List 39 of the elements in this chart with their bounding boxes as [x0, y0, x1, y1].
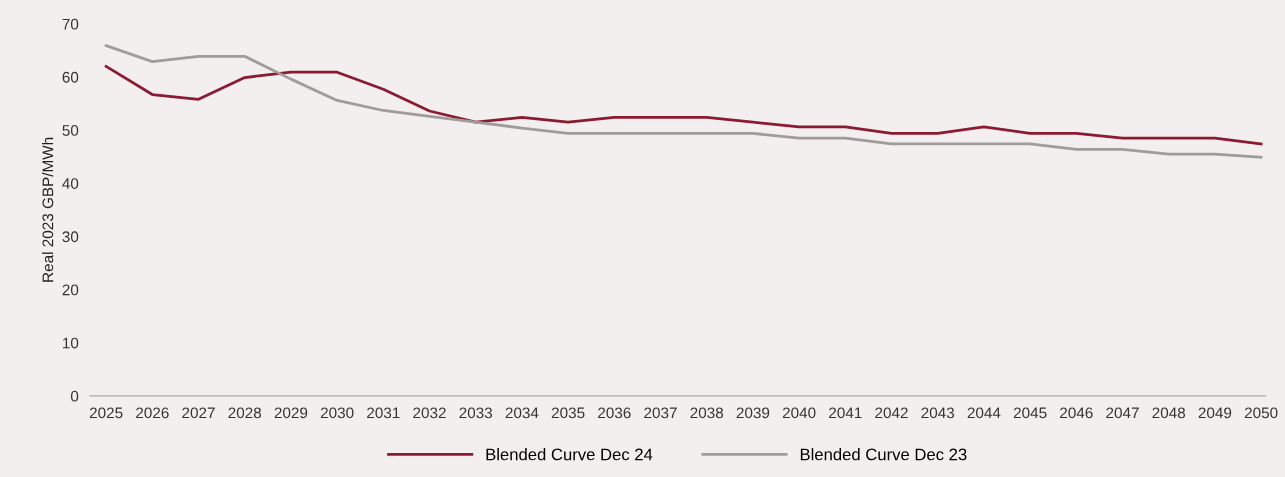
x-tick-label: 2047 [1106, 407, 1139, 419]
line-series [104, 44, 1263, 159]
y-tick-label: 0 [70, 390, 79, 402]
x-tick-label: 2042 [875, 407, 908, 419]
x-tick-label: 2043 [921, 407, 955, 419]
x-tick-label: 2033 [459, 407, 493, 419]
x-tick-label: 2027 [182, 407, 215, 419]
x-tick-label: 2032 [413, 407, 446, 419]
x-tick-label: 2035 [551, 407, 585, 419]
x-tick-label: 2050 [1244, 407, 1278, 419]
legend-label: Blended Curve Dec 23 [800, 448, 967, 461]
y-tick-label: 20 [62, 284, 79, 296]
y-tick-label: 10 [63, 337, 79, 349]
x-tick-label: 2026 [136, 407, 169, 419]
y-tick-label: 50 [62, 125, 79, 136]
x-tick-label: 2029 [274, 407, 308, 419]
x-tick-label: 2025 [89, 407, 123, 419]
x-tick-label: 2036 [598, 407, 631, 419]
x-tick-label: 2040 [782, 407, 816, 419]
x-tick-label: 2045 [1013, 407, 1047, 419]
x-tick-label: 2039 [736, 407, 770, 419]
x-tick-label: 2038 [690, 407, 724, 419]
y-axis-title: Real 2023 GBP/MWh [42, 137, 54, 282]
y-tick-label: 30 [62, 231, 79, 243]
x-tick-label: 2028 [228, 407, 262, 419]
y-tick-label: 60 [62, 71, 79, 83]
x-tick-label: 2048 [1152, 407, 1186, 419]
y-tick-label: 70 [62, 18, 79, 30]
x-tick-label: 2046 [1060, 407, 1093, 419]
line-series [104, 64, 1263, 146]
y-tick-label: 40 [62, 178, 79, 189]
x-tick-label: 2037 [644, 407, 677, 419]
x-tick-label: 2041 [829, 407, 862, 419]
x-tick-label: 2044 [967, 407, 1001, 419]
x-tick-label: 2030 [320, 407, 354, 419]
x-tick-label: 2049 [1198, 407, 1232, 419]
x-tick-label: 2031 [367, 407, 400, 419]
legend-label: Blended Curve Dec 24 [486, 448, 653, 461]
x-tick-label: 2034 [505, 407, 539, 419]
